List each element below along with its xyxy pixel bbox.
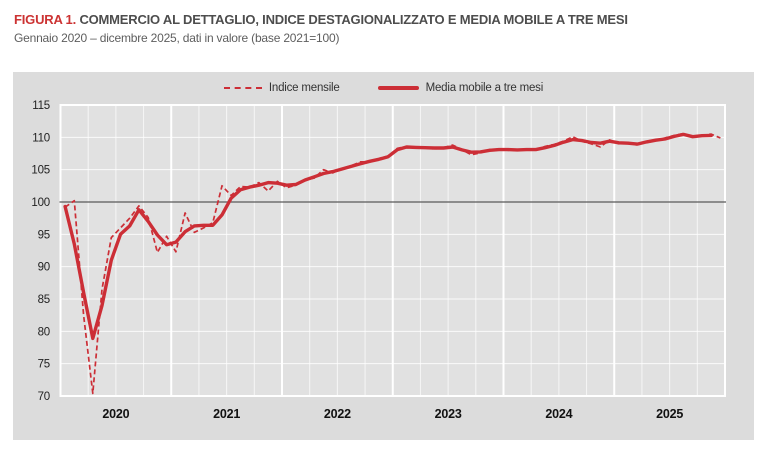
svg-text:70: 70: [38, 391, 50, 403]
y-axis-labels: 115 110 105 100 95 90 85 80 75 70: [31, 100, 50, 403]
svg-text:95: 95: [38, 229, 50, 241]
page-title: COMMERCIO AL DETTAGLIO, INDICE DESTAGION…: [79, 12, 628, 27]
svg-text:2020: 2020: [102, 407, 129, 421]
svg-text:80: 80: [38, 326, 50, 338]
svg-text:100: 100: [31, 197, 50, 209]
svg-text:2023: 2023: [435, 407, 462, 421]
figure-subtitle: Gennaio 2020 – dicembre 2025, dati in va…: [14, 31, 340, 45]
figure-title-row: FIGURA 1. COMMERCIO AL DETTAGLIO, INDICE…: [14, 12, 759, 28]
svg-text:105: 105: [31, 165, 50, 177]
svg-text:85: 85: [38, 294, 50, 306]
svg-text:90: 90: [38, 262, 50, 274]
legend-item-ma3: Media mobile a tre mesi: [377, 82, 544, 94]
chart-panel: 115 110 105 100 95 90 85 80 75 70 2020 2021 2022 202…: [13, 72, 754, 440]
solid-line-sample-icon: [377, 86, 419, 90]
series-media-mobile-tre-mesi: [63, 132, 713, 341]
svg-text:2025: 2025: [656, 407, 683, 421]
legend-label-monthly: Indice mensile: [268, 82, 340, 94]
legend-item-monthly: Indice mensile: [223, 82, 340, 94]
svg-text:2024: 2024: [545, 407, 572, 421]
x-axis-labels: 2020 2021 2022 2023 2024 2025: [102, 407, 683, 421]
legend-label-ma3: Media mobile a tre mesi: [425, 82, 544, 94]
svg-text:2021: 2021: [213, 407, 240, 421]
chart-legend: Indice mensile Media mobile a tre mesi: [13, 80, 754, 96]
svg-text:115: 115: [32, 100, 50, 112]
svg-text:75: 75: [38, 359, 50, 371]
dashed-line-sample-icon: [223, 87, 262, 89]
svg-text:2022: 2022: [324, 407, 351, 421]
svg-text:110: 110: [32, 132, 50, 144]
chart-gridlines: [59, 104, 726, 397]
figure-label: FIGURA 1.: [14, 12, 77, 27]
